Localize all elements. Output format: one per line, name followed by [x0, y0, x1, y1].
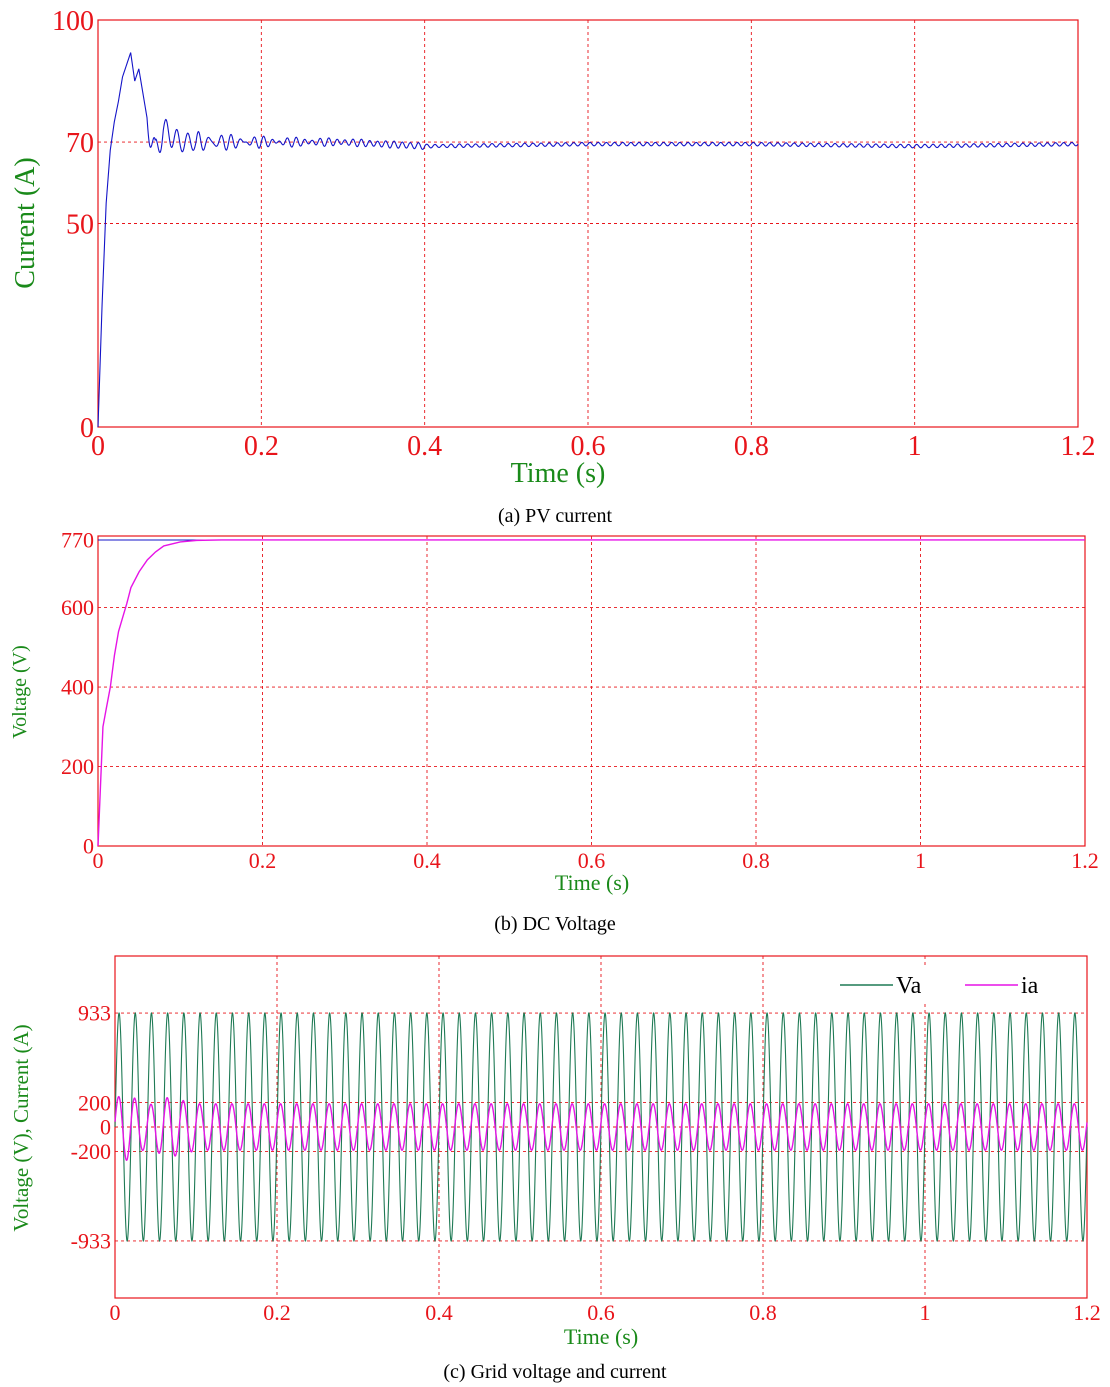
x-tick-label: 0.4 [407, 431, 442, 462]
ylabel-c: Voltage (V), Current (A) [9, 1024, 33, 1231]
x-tick-label: 0.6 [578, 848, 606, 873]
legend-ia-label: ia [1021, 973, 1039, 999]
y-tick-label: -200 [71, 1139, 111, 1164]
y-tick-label: -933 [71, 1229, 111, 1254]
y-tick-label: 0 [80, 413, 94, 444]
y-tick-label: 0 [83, 834, 94, 859]
ticks-b: 0 0.2 0.4 0.6 0.8 1 1.2 0 200 400 600 770 [61, 528, 1099, 873]
caption-a: (a) PV current [498, 505, 612, 527]
x-tick-label: 0.6 [571, 431, 606, 462]
x-tick-label: 0.8 [749, 1300, 777, 1325]
xlabel-c: Time (s) [564, 1324, 638, 1349]
x-tick-label: 0.4 [425, 1300, 453, 1325]
x-tick-label: 0.8 [742, 848, 770, 873]
xlabel-a: Time (s) [511, 458, 606, 489]
legend-va-label: Va [896, 973, 922, 999]
legend-background [838, 968, 1048, 1004]
x-tick-label: 1.2 [1061, 431, 1096, 462]
x-tick-label: 1.2 [1071, 848, 1099, 873]
x-tick-label: 0.4 [413, 848, 441, 873]
x-tick-label: 1 [915, 848, 926, 873]
y-tick-label: 0 [100, 1115, 111, 1140]
x-tick-label: 0.6 [587, 1300, 615, 1325]
x-tick-label: 0.2 [263, 1300, 291, 1325]
y-tick-label: 200 [61, 754, 94, 779]
x-tick-label: 0.8 [734, 431, 769, 462]
y-tick-label: 100 [52, 6, 94, 37]
caption-c: (c) Grid voltage and current [443, 1361, 667, 1383]
ticks-a: 0 0.2 0.4 0.6 0.8 1 1.2 0 50 70 100 [52, 6, 1096, 462]
y-tick-label: 50 [66, 209, 94, 240]
x-tick-label: 1.2 [1073, 1300, 1101, 1325]
pv-current-line [97, 52, 1079, 428]
y-tick-label: 770 [61, 528, 94, 553]
y-tick-label: 200 [78, 1090, 111, 1115]
legend: Va ia [838, 968, 1048, 1004]
y-tick-label: 933 [78, 1001, 111, 1026]
grid-b [98, 536, 1085, 846]
ylabel-a: Current (A) [10, 157, 41, 288]
x-tick-label: 0.2 [249, 848, 277, 873]
grid-current-line [114, 1095, 1088, 1161]
xlabel-b: Time (s) [555, 870, 629, 895]
panel-a: 0 0.2 0.4 0.6 0.8 1 1.2 0 50 70 100 Time (s) Curre… [10, 6, 1096, 527]
caption-b: (b) DC Voltage [494, 913, 616, 935]
grid-a [98, 20, 1078, 427]
x-tick-label: 0.2 [244, 431, 279, 462]
y-tick-label: 400 [61, 675, 94, 700]
plot-frame-b [97, 535, 1086, 847]
x-tick-label: 1 [920, 1300, 931, 1325]
x-tick-label: 0 [91, 431, 105, 462]
y-tick-label: 70 [66, 128, 94, 159]
y-tick-label: 600 [61, 595, 94, 620]
x-tick-label: 0 [93, 848, 104, 873]
dc-voltage-line [97, 539, 1085, 847]
x-tick-label: 0 [110, 1300, 121, 1325]
x-tick-label: 1 [908, 431, 922, 462]
ylabel-b: Voltage (V) [9, 645, 31, 739]
